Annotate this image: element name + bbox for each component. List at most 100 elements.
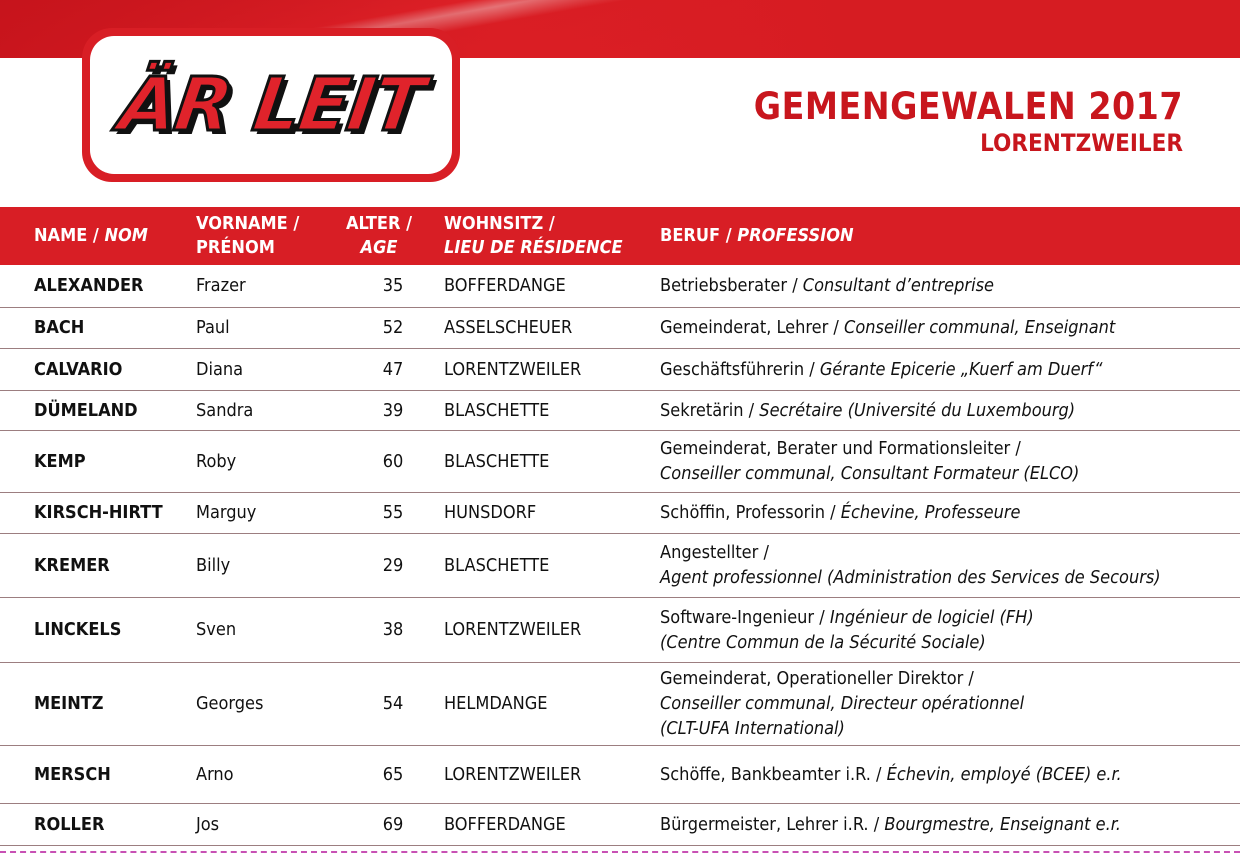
profession-line: Sekretärin / Secrétaire (Université du L… [660, 398, 1240, 423]
table-row: ROLLER Jos 69 BOFFERDANGE Bürgermeister, Leh… [0, 803, 1240, 846]
candidate-age: 65 [342, 745, 444, 804]
candidate-profession: Geschäftsführerin / Gérante Epicerie „Ku… [660, 348, 1240, 391]
candidate-age: 69 [342, 803, 444, 846]
candidate-age: 29 [342, 533, 444, 598]
col-prof-de: BERUF / [660, 225, 738, 246]
profession-line: Geschäftsführerin / Gérante Epicerie „Ku… [660, 357, 1240, 382]
candidate-name: MERSCH [0, 745, 196, 804]
profession-fr: Conseiller communal, Directeur opération… [660, 693, 1025, 714]
candidate-first-name: Arno [196, 745, 342, 804]
col-res-fr: LIEU DE RÉSIDENCE [444, 237, 623, 258]
candidate-profession: Gemeinderat, Lehrer / Conseiller communa… [660, 307, 1240, 349]
candidate-residence: HELMDANGE [444, 662, 660, 746]
table-row: BACH Paul 52 ASSELSCHEUER Gemeinderat, Lehre… [0, 307, 1240, 349]
table-row: KREMER Billy 29 BLASCHETTE Angestellter / Age… [0, 533, 1240, 598]
table-row: MEINTZ Georges 54 HELMDANGE Gemeinderat, Ope… [0, 662, 1240, 746]
candidate-residence: BLASCHETTE [444, 533, 660, 598]
candidate-first-name: Sven [196, 597, 342, 663]
title: GEMENGEWALEN 2017 [753, 85, 1183, 128]
profession-fr: Secrétaire (Université du Luxembourg) [759, 399, 1076, 421]
profession-line: Agent professionnel (Administration des … [660, 565, 1240, 590]
candidate-name: KIRSCH-HIRTT [0, 492, 196, 534]
candidate-table: ALEXANDER Frazer 35 BOFFERDANGE Betriebsbera… [0, 265, 1240, 846]
candidate-profession: Gemeinderat, Berater und Formationsleite… [660, 430, 1240, 493]
profession-line: Gemeinderat, Operationeller Direktor / [660, 666, 1240, 691]
profession-fr: (CLT-UFA International) [660, 718, 845, 739]
table-row: LINCKELS Sven 38 LORENTZWEILER Software-Inge… [0, 597, 1240, 663]
logo: ÄR LEIT [82, 28, 460, 182]
candidate-name: DÜMELAND [0, 390, 196, 431]
table-row: MERSCH Arno 65 LORENTZWEILER Schöffe, Bankbe… [0, 745, 1240, 804]
candidate-residence: LORENTZWEILER [444, 348, 660, 391]
profession-fr: Conseiller communal, Consultant Formateu… [660, 463, 1080, 484]
table-row: KIRSCH-HIRTT Marguy 55 HUNSDORF Schöffin, Pr… [0, 492, 1240, 534]
candidate-age: 52 [342, 307, 444, 349]
dashed-divider [0, 851, 1240, 853]
profession-fr: Consultant d’entreprise [802, 275, 994, 297]
candidate-first-name: Marguy [196, 492, 342, 534]
candidate-age: 55 [342, 492, 444, 534]
candidate-profession: Bürgermeister, Lehrer i.R. / Bourgmestre… [660, 803, 1240, 846]
candidate-name: MEINTZ [0, 662, 196, 746]
candidate-age: 38 [342, 597, 444, 663]
profession-de: Betriebsberater / [660, 275, 803, 297]
profession-fr: Ingénieur de logiciel (FH) [829, 606, 1034, 628]
candidate-profession: Sekretärin / Secrétaire (Université du L… [660, 390, 1240, 431]
candidate-first-name: Jos [196, 803, 342, 846]
profession-line: Betriebsberater / Consultant d’entrepris… [660, 273, 1240, 298]
col-name-fr: NOM [104, 225, 148, 246]
profession-fr: Conseiller communal, Enseignant [844, 317, 1116, 338]
candidate-age: 60 [342, 430, 444, 493]
candidate-age: 54 [342, 662, 444, 746]
candidate-age: 35 [342, 265, 444, 308]
profession-line: Schöffe, Bankbeamter i.R. / Échevin, emp… [660, 762, 1240, 787]
profession-de: Gemeinderat, Operationeller Direktor / [660, 668, 974, 689]
col-age-fr: AGE [360, 237, 398, 258]
profession-line: Gemeinderat, Lehrer / Conseiller communa… [660, 315, 1240, 340]
candidate-name: ALEXANDER [0, 265, 196, 308]
col-first-de: VORNAME / [196, 213, 300, 234]
candidate-first-name: Diana [196, 348, 342, 391]
subtitle: LORENTZWEILER [980, 129, 1183, 157]
candidate-residence: LORENTZWEILER [444, 597, 660, 663]
table-row: ALEXANDER Frazer 35 BOFFERDANGE Betriebsbera… [0, 265, 1240, 308]
candidate-name: KEMP [0, 430, 196, 493]
profession-line: Software-Ingenieur / Ingénieur de logici… [660, 605, 1240, 630]
col-age-de: ALTER / [345, 213, 412, 234]
profession-de: Gemeinderat, Lehrer / [660, 317, 845, 338]
col-residence: WOHNSITZ / LIEU DE RÉSIDENCE [444, 212, 623, 260]
profession-de: Sekretärin / [660, 399, 760, 421]
col-res-de: WOHNSITZ / [444, 213, 555, 234]
profession-line: Gemeinderat, Berater und Formationsleite… [660, 436, 1240, 461]
candidate-first-name: Roby [196, 430, 342, 493]
profession-de: Bürgermeister, Lehrer i.R. / [660, 813, 885, 835]
col-name: NAME / NOM [34, 224, 148, 248]
profession-de: Geschäftsführerin / [660, 358, 820, 380]
candidate-residence: ASSELSCHEUER [444, 307, 660, 349]
candidate-residence: BOFFERDANGE [444, 265, 660, 308]
profession-de: Angestellter / [660, 542, 769, 563]
profession-de: Software-Ingenieur / [660, 606, 830, 628]
candidate-name: ROLLER [0, 803, 196, 846]
candidate-residence: BOFFERDANGE [444, 803, 660, 846]
col-first-fr: PRÉNOM [196, 237, 275, 258]
profession-line: (Centre Commun de la Sécurité Sociale) [660, 630, 1240, 655]
logo-text: ÄR LEIT [113, 61, 430, 150]
page-title: GEMENGEWALEN 2017 LORENTZWEILER [754, 86, 1183, 158]
candidate-age: 39 [342, 390, 444, 431]
table-row: CALVARIO Diana 47 LORENTZWEILER Geschäftsfüh… [0, 348, 1240, 391]
profession-line: Schöffin, Professorin / Échevine, Profes… [660, 500, 1240, 525]
candidate-profession: Software-Ingenieur / Ingénieur de logici… [660, 597, 1240, 663]
profession-fr: Échevine, Professeure [840, 502, 1021, 523]
candidate-first-name: Billy [196, 533, 342, 598]
profession-de: Schöffin, Professorin / [660, 502, 841, 523]
candidate-profession: Angestellter / Agent professionnel (Admin… [660, 533, 1240, 598]
candidate-first-name: Georges [196, 662, 342, 746]
candidate-name: KREMER [0, 533, 196, 598]
profession-line: Bürgermeister, Lehrer i.R. / Bourgmestre… [660, 812, 1240, 837]
table-row: KEMP Roby 60 BLASCHETTE Gemeinderat, Berater… [0, 430, 1240, 493]
profession-fr: (Centre Commun de la Sécurité Sociale) [660, 631, 986, 653]
table-header: NAME / NOM VORNAME / PRÉNOM ALTER / AGE WO… [0, 207, 1240, 265]
candidate-residence: HUNSDORF [444, 492, 660, 534]
col-name-de: NAME / [34, 225, 105, 246]
